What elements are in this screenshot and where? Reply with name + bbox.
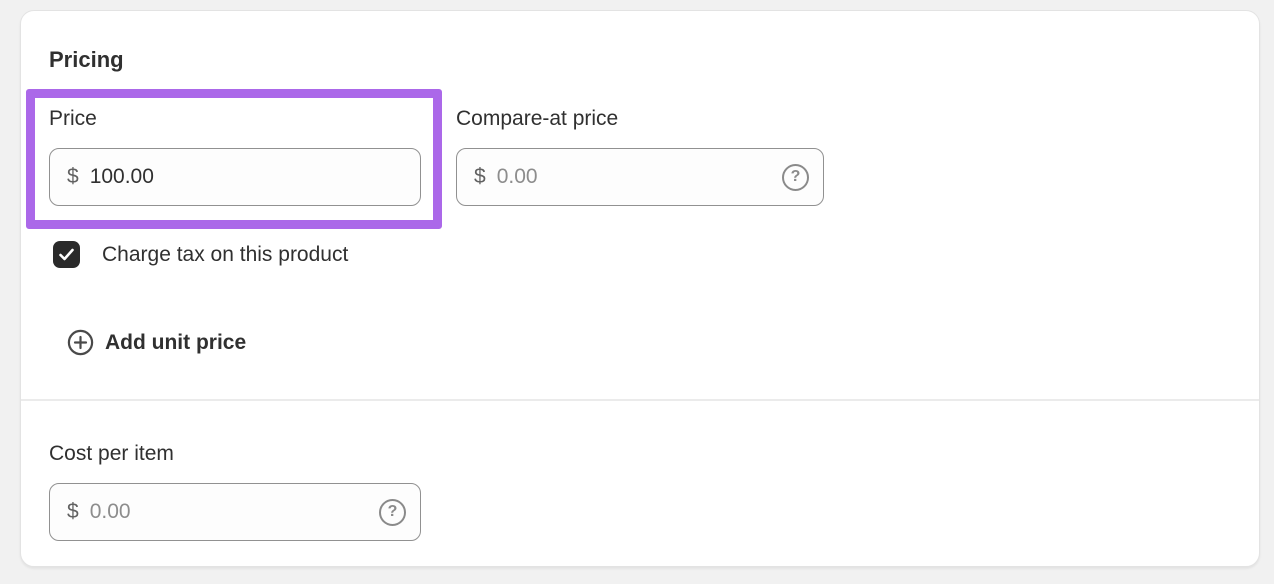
help-icon[interactable]: ?: [782, 163, 809, 191]
plus-circle-icon: [67, 329, 94, 356]
add-unit-price-label: Add unit price: [105, 330, 247, 354]
price-input[interactable]: [89, 165, 406, 189]
price-fields-row: Price $ Compare-at price $ ?: [26, 89, 1231, 229]
help-icon[interactable]: ?: [379, 498, 406, 526]
currency-prefix: $: [67, 165, 79, 188]
compare-at-price-field-group: Compare-at price $ ?: [456, 106, 824, 206]
price-input-wrapper: $: [49, 148, 421, 206]
pricing-card: Pricing Price $ Compare-at price $ ?: [20, 10, 1260, 567]
charge-tax-row: Charge tax on this product: [53, 241, 1231, 268]
annotation-highlight-box: Price $: [26, 89, 442, 229]
cost-per-item-label: Cost per item: [49, 442, 174, 465]
checkmark-icon: [59, 248, 74, 261]
compare-at-price-input-wrapper: $ ?: [456, 148, 824, 206]
compare-at-price-input[interactable]: [496, 165, 782, 189]
pricing-section: Pricing Price $ Compare-at price $ ?: [21, 11, 1259, 401]
charge-tax-checkbox[interactable]: [53, 241, 80, 268]
add-unit-price-button[interactable]: Add unit price: [67, 329, 246, 356]
price-label: Price: [49, 107, 97, 130]
currency-prefix: $: [67, 500, 79, 523]
compare-at-price-label: Compare-at price: [456, 107, 619, 130]
cost-per-item-input[interactable]: [89, 500, 379, 524]
charge-tax-label: Charge tax on this product: [102, 242, 349, 266]
cost-section: Cost per item $ ?: [21, 401, 1259, 541]
cost-per-item-input-wrapper: $ ?: [49, 483, 421, 541]
pricing-card-title: Pricing: [49, 47, 124, 72]
currency-prefix: $: [474, 165, 486, 188]
cost-per-item-field-group: Cost per item $ ?: [49, 441, 1231, 541]
price-field-group: Price $: [49, 106, 421, 206]
